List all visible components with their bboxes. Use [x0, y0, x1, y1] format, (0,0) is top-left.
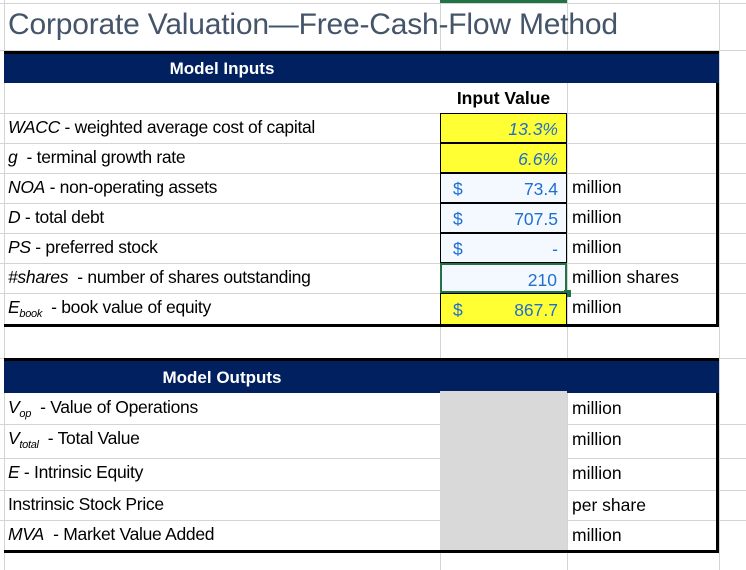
- inputs-border: [4, 83, 719, 327]
- label-desc: - Intrinsic Equity: [19, 462, 144, 482]
- label-desc: - non-operating assets: [45, 177, 218, 197]
- row-label: #shares - number of shares outstanding: [8, 267, 311, 288]
- unit-label: per share: [572, 495, 646, 515]
- gridline: [0, 3, 746, 4]
- gridline: [567, 0, 568, 570]
- input-value-cell[interactable]: 210: [440, 263, 571, 297]
- label-abbr: V: [8, 428, 20, 448]
- label-desc: - book value of equity: [42, 297, 211, 317]
- currency-symbol: $: [453, 179, 463, 199]
- model-inputs-header: Model Inputs: [4, 51, 719, 83]
- label-abbr: MVA: [8, 524, 45, 544]
- label-abbr: E: [8, 462, 20, 482]
- gridline: [0, 233, 746, 234]
- gridline: [0, 173, 746, 174]
- output-values-area[interactable]: [440, 391, 567, 551]
- unit-label: million: [572, 237, 622, 257]
- input-value: 707.5: [514, 209, 558, 229]
- outputs-border: [4, 393, 719, 553]
- input-value-cell[interactable]: $867.7: [440, 293, 567, 326]
- model-outputs-label: Model Outputs: [162, 368, 282, 387]
- input-value-cell[interactable]: 13.3%: [440, 113, 567, 143]
- unit-label: million: [572, 463, 622, 483]
- input-value: 13.3%: [508, 119, 558, 139]
- label-subscript: book: [19, 308, 43, 320]
- label-desc: - Total Value: [38, 428, 140, 448]
- row-label: g - terminal growth rate: [8, 147, 186, 168]
- unit-label: million: [572, 429, 622, 449]
- unit-label: million: [572, 207, 622, 227]
- currency-symbol: $: [453, 300, 463, 320]
- input-value: 867.7: [514, 300, 558, 320]
- gridline: [0, 520, 746, 521]
- gridline: [4, 0, 5, 570]
- label-subscript: op: [19, 408, 32, 420]
- sheet-title: Corporate Valuation—Free-Cash-Flow Metho…: [8, 8, 618, 41]
- label-abbr: g: [8, 147, 18, 167]
- label-desc: - number of shares outstanding: [68, 267, 311, 287]
- label-desc: - Market Value Added: [44, 524, 215, 544]
- label-abbr: V: [8, 397, 20, 417]
- row-label: Vop - Value of Operations: [8, 397, 198, 420]
- unit-label: million: [572, 297, 622, 317]
- input-value-cell[interactable]: $ -: [440, 233, 567, 263]
- row-label: WACC - weighted average cost of capital: [8, 117, 315, 138]
- label-desc: - preferred stock: [30, 237, 158, 257]
- label-abbr: NOA: [8, 177, 46, 197]
- label-subscript: total: [19, 439, 39, 451]
- input-value: -: [552, 239, 558, 259]
- row-label: Vtotal - Total Value: [8, 428, 140, 451]
- input-value-cell[interactable]: $707.5: [440, 203, 567, 233]
- row-label: E - Intrinsic Equity: [8, 462, 143, 483]
- label-desc: - total debt: [20, 207, 104, 227]
- label-desc: - weighted average cost of capital: [59, 117, 316, 137]
- gridline: [0, 263, 746, 264]
- row-label: NOA - non-operating assets: [8, 177, 217, 198]
- label-abbr: #shares: [8, 267, 69, 287]
- gridline: [0, 143, 746, 144]
- unit-label: million: [572, 525, 622, 545]
- label-desc: Instrinsic Stock Price: [8, 494, 164, 514]
- fill-handle[interactable]: [564, 290, 571, 297]
- input-value: 73.4: [523, 179, 558, 199]
- label-abbr: D: [8, 207, 21, 227]
- gridline: [0, 490, 746, 491]
- unit-label: million shares: [572, 267, 679, 287]
- gridline: [719, 0, 720, 570]
- label-abbr: E: [8, 297, 20, 317]
- input-value: 210: [527, 270, 557, 290]
- label-desc: - Value of Operations: [31, 397, 198, 417]
- gridline: [0, 424, 746, 425]
- input-value-cell[interactable]: 6.6%: [440, 143, 567, 173]
- gridline: [0, 50, 746, 51]
- unit-label: million: [572, 398, 622, 418]
- column-selection-indicator: [440, 0, 567, 3]
- model-outputs-header: Model Outputs: [4, 358, 719, 393]
- currency-symbol: $: [453, 239, 463, 259]
- row-label: PS - preferred stock: [8, 237, 158, 258]
- unit-label: million: [572, 177, 622, 197]
- currency-symbol: $: [453, 209, 463, 229]
- row-label: Ebook - book value of equity: [8, 297, 211, 320]
- gridline: [0, 203, 746, 204]
- input-value: 6.6%: [518, 149, 558, 169]
- label-abbr: WACC: [8, 117, 60, 137]
- gridline: [0, 458, 746, 459]
- row-label: D - total debt: [8, 207, 104, 228]
- label-desc: - terminal growth rate: [17, 147, 186, 167]
- input-value-cell[interactable]: $73.4: [440, 173, 567, 203]
- gridline: [0, 113, 746, 114]
- row-label: Instrinsic Stock Price: [8, 494, 164, 515]
- input-value-column-header: Input Value: [440, 83, 567, 113]
- model-inputs-label: Model Inputs: [169, 59, 275, 78]
- row-label: MVA - Market Value Added: [8, 524, 214, 545]
- label-abbr: PS: [8, 237, 31, 257]
- gridline: [0, 293, 746, 294]
